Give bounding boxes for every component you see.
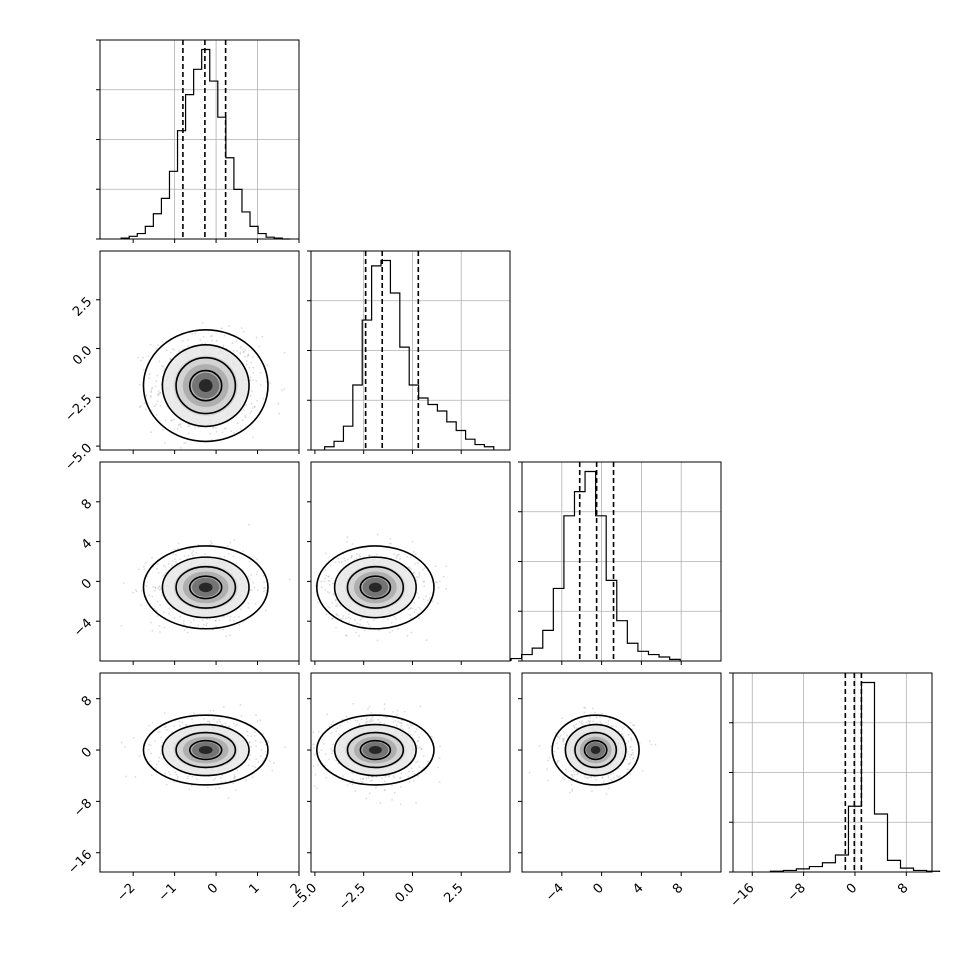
xtick-label-2-2: 0.0 — [393, 881, 418, 906]
scatter-panel-3-1: −4 0 4 8 — [71, 461, 300, 665]
xtick-label-1-0: −2 — [114, 881, 138, 905]
ytick-label-2-1: −2.5 — [62, 392, 95, 425]
contour-3-2-3 — [315, 545, 435, 630]
ytick-label-2-0: −5.0 — [62, 441, 95, 474]
contour-2-1-3 — [142, 329, 269, 443]
xtick-label-4-0: −16 — [728, 881, 758, 911]
contour-4-3-0 — [583, 739, 608, 761]
scatter-panel-4-3 — [518, 672, 722, 876]
ytick-label-4-3: 8 — [79, 693, 95, 709]
contour-4-1-1 — [175, 731, 237, 769]
contour-2-1-2 — [161, 344, 250, 428]
ytick-label-4-2: 0 — [79, 745, 95, 761]
hist-panel-2 — [307, 250, 511, 454]
contour-2-1-0 — [188, 369, 223, 402]
xtick-label-1-2: 0 — [205, 881, 221, 897]
histogram-4 — [769, 681, 941, 872]
contour-2-1-1 — [175, 356, 237, 415]
hist-panel-3 — [510, 461, 722, 665]
ytick-label-2-3: 2.5 — [70, 294, 95, 319]
xtick-label-4-3: 8 — [895, 881, 911, 897]
scatter-frame-3-1 — [99, 461, 300, 662]
scatter-frame-4-2 — [310, 672, 511, 873]
histogram-2 — [324, 259, 495, 450]
contour-4-1-2 — [161, 723, 250, 777]
xtick-label-3-1: 0 — [590, 881, 606, 897]
ytick-label-3-0: −4 — [71, 616, 95, 640]
contour-4-1-0 — [188, 739, 223, 761]
scatter-frame-2-1 — [99, 250, 300, 451]
scatter-frame-3-2 — [310, 461, 511, 662]
scatter-panel-2-1: −5.0 −2.5 0.0 2.5 — [62, 250, 300, 474]
ytick-label-4-1: −8 — [71, 796, 95, 820]
contour-4-2-2 — [333, 723, 417, 777]
scatter-panel-4-2 — [307, 672, 511, 876]
xtick-label-2-1: −2.5 — [336, 881, 369, 914]
contour-3-2-1 — [346, 565, 405, 609]
scatter-panel-3-2 — [307, 461, 511, 665]
xtick-label-1-1: −1 — [156, 881, 180, 905]
contour-4-3-1 — [574, 731, 618, 769]
ytick-label-2-2: 0.0 — [70, 343, 95, 368]
xtick-label-4-1: −8 — [785, 881, 809, 905]
xtick-label-3-2: 4 — [630, 881, 646, 897]
contour-4-1-3 — [142, 714, 269, 786]
scatter-frame-4-3 — [521, 672, 722, 873]
scatter-panel-4-1: −16 −8 0 8 — [65, 672, 300, 877]
contour-3-2-0 — [359, 575, 392, 600]
ytick-label-4-0: −16 — [65, 847, 95, 877]
contour-3-2-2 — [333, 556, 417, 619]
hist-panel-1 — [96, 39, 300, 243]
contour-3-1-3 — [142, 545, 269, 630]
xtick-label-3-3: 8 — [670, 881, 686, 897]
contour-3-1-1 — [175, 565, 237, 609]
ytick-label-3-1: 0 — [79, 576, 95, 592]
xtick-label-2-3: 2.5 — [441, 881, 466, 906]
histogram-1 — [120, 48, 291, 240]
ytick-label-3-3: 8 — [79, 496, 95, 512]
contour-4-2-1 — [346, 731, 405, 769]
contour-4-2-3 — [315, 714, 435, 786]
contour-3-1-2 — [161, 556, 250, 619]
contour-4-3-3 — [551, 714, 640, 786]
contour-4-2-0 — [359, 739, 392, 761]
contour-4-3-2 — [564, 723, 627, 777]
xtick-label-4-2: 0 — [844, 881, 860, 897]
scatter-frame-4-1 — [99, 672, 300, 873]
xtick-label-3-0: −4 — [543, 881, 567, 905]
histogram-3 — [510, 470, 681, 661]
contour-3-1-0 — [188, 575, 223, 600]
ytick-label-3-2: 4 — [79, 536, 95, 552]
hist-panel-4 — [729, 672, 941, 876]
xtick-label-1-3: 1 — [246, 881, 262, 897]
